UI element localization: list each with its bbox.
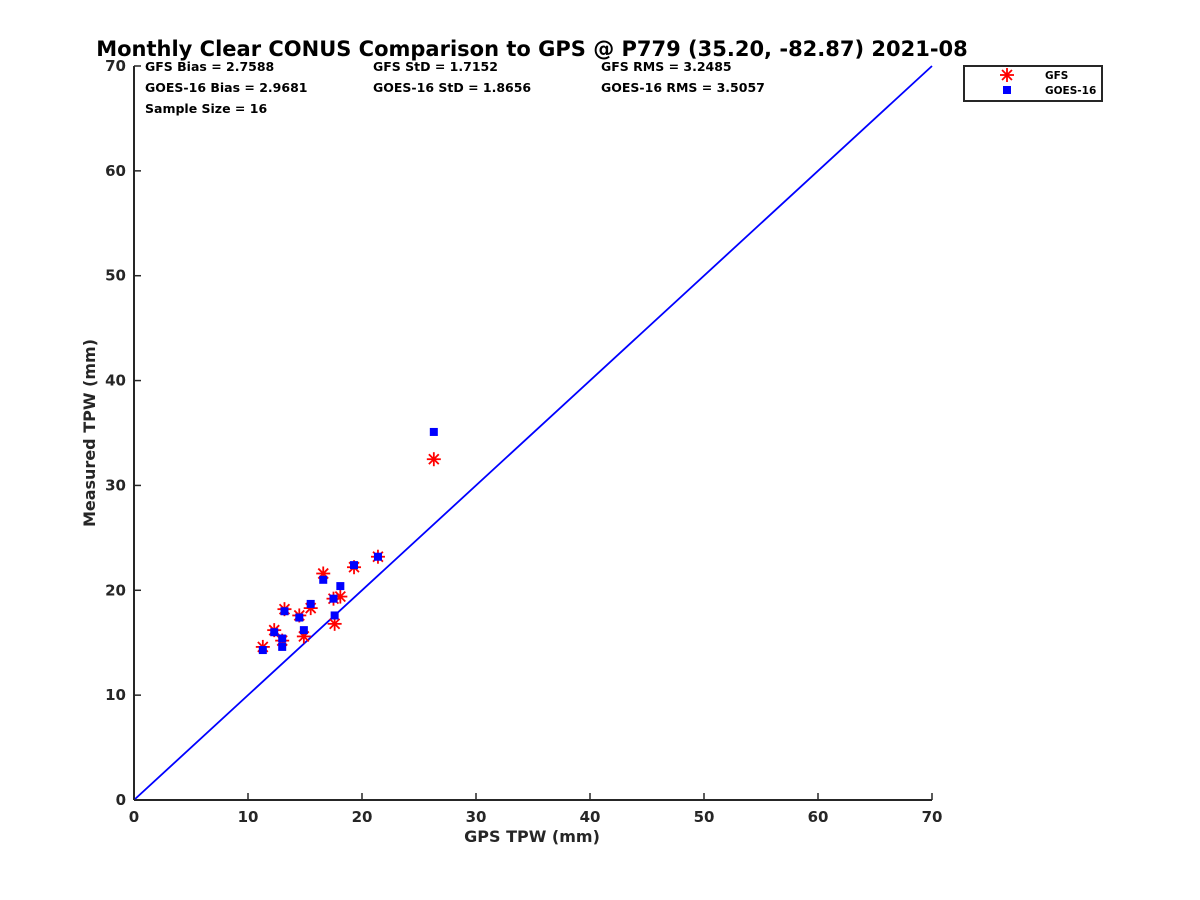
legend-label-gfs: GFS (1045, 70, 1068, 82)
x-tick-label-60: 60 (808, 808, 829, 826)
one-to-one-line (133, 65, 933, 801)
x-tick-label-50: 50 (694, 808, 715, 826)
goes-std-label: GOES-16 StD = 1.8656 (373, 80, 531, 95)
series-goes-16 (258, 427, 438, 655)
y-axis-label: Measured TPW (mm) (80, 339, 99, 527)
axis-ticks: 0 10 20 30 40 50 60 70 0 10 20 30 40 50 60 70 (105, 57, 942, 826)
y-tick-label-70: 70 (105, 57, 126, 75)
point-goes-16-11 (336, 582, 345, 591)
y-tick-label-10: 10 (105, 686, 126, 704)
point-goes-16-7 (306, 599, 315, 608)
point-goes-16-10 (330, 611, 339, 620)
point-goes-16-5 (295, 613, 304, 622)
point-goes-16-14 (429, 427, 438, 436)
legend-label-goes-16: GOES-16 (1045, 85, 1096, 97)
x-tick-label-20: 20 (352, 808, 373, 826)
plot-axes (133, 66, 932, 801)
y-tick-label-60: 60 (105, 162, 126, 180)
legend-asterisk (1000, 68, 1014, 82)
legend-marker-goes-16 (1003, 86, 1011, 94)
point-goes-16-13 (373, 552, 382, 561)
point-goes-16-4 (280, 607, 289, 616)
y-tick-label-20: 20 (105, 581, 126, 599)
legend-box (963, 65, 1103, 102)
gfs-bias-label: GFS Bias = 2.7588 (145, 59, 274, 74)
goes-bias-label: GOES-16 Bias = 2.9681 (145, 80, 307, 95)
legend-marker-gfs (1000, 68, 1014, 82)
x-tick-label-40: 40 (580, 808, 601, 826)
x-tick-label-0: 0 (129, 808, 139, 826)
legend: GFS GOES-16 (963, 65, 1103, 102)
x-tick-label-30: 30 (466, 808, 487, 826)
series-gfs (255, 452, 441, 654)
legend-square (1003, 86, 1011, 94)
x-tick-label-70: 70 (922, 808, 943, 826)
point-goes-16-8 (319, 575, 328, 584)
y-tick-label-30: 30 (105, 476, 126, 494)
y-tick-label-40: 40 (105, 372, 126, 390)
gfs-std-label: GFS StD = 1.7152 (373, 59, 498, 74)
reference-line-layer (133, 65, 933, 801)
goes-rms-label: GOES-16 RMS = 3.5057 (601, 80, 765, 95)
x-tick-label-10: 10 (238, 808, 259, 826)
point-goes-16-9 (329, 594, 338, 603)
y-tick-label-50: 50 (105, 267, 126, 285)
point-goes-16-1 (270, 628, 279, 637)
point-gfs-13 (426, 452, 441, 467)
gfs-rms-label: GFS RMS = 3.2485 (601, 59, 732, 74)
point-goes-16-6 (299, 626, 308, 635)
point-gfs-9 (327, 616, 342, 631)
stats-annotations: GFS Bias = 2.7588 GOES-16 Bias = 2.9681 … (145, 59, 765, 116)
point-goes-16-0 (258, 646, 267, 655)
x-axis-label: GPS TPW (mm) (464, 827, 600, 846)
point-goes-16-12 (350, 561, 359, 570)
y-tick-label-0: 0 (116, 791, 126, 809)
point-goes-16-3 (278, 642, 287, 651)
chart-title: Monthly Clear CONUS Comparison to GPS @ … (96, 37, 968, 61)
series-layer (255, 427, 441, 655)
point-goes-16-2 (278, 634, 287, 643)
sample-size-label: Sample Size = 16 (145, 101, 267, 116)
